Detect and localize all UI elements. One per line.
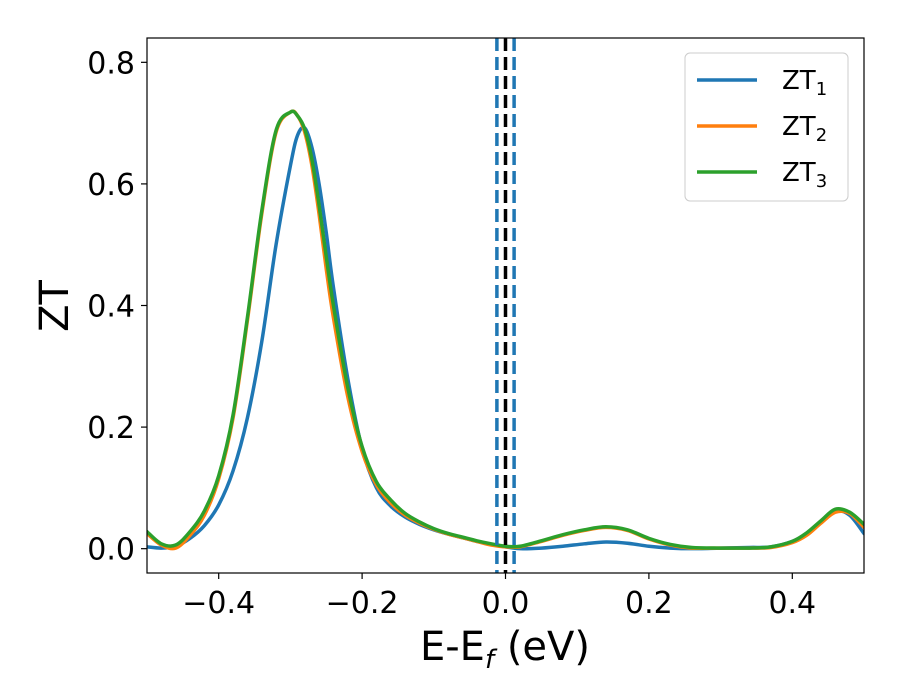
series-layer <box>147 109 864 551</box>
x-tick-label: −0.4 <box>182 586 255 621</box>
legend-label-2: ZT2 <box>782 112 827 146</box>
series-line-3 <box>147 109 864 550</box>
reference-lines <box>495 38 516 573</box>
legend-label-3: ZT3 <box>782 158 827 192</box>
x-axis-label-suffix: (eV) <box>494 624 590 670</box>
y-tick-label: 0.4 <box>87 290 135 325</box>
x-tick-label: −0.2 <box>326 586 399 621</box>
x-tick-label: 0.4 <box>768 586 816 621</box>
legend-label-1: ZT1 <box>782 66 827 100</box>
x-tick-label: 0.0 <box>482 586 530 621</box>
y-tick-label: 0.0 <box>87 533 135 568</box>
x-axis-label-base: E-E <box>420 624 485 670</box>
x-axis-ticks: −0.4 −0.2 0.0 0.2 0.4 <box>182 573 816 621</box>
y-tick-label: 0.2 <box>87 411 135 446</box>
y-tick-label: 0.8 <box>87 46 135 81</box>
x-tick-label: 0.2 <box>625 586 673 621</box>
y-axis-label: ZT <box>32 280 78 332</box>
y-axis-ticks: 0.0 0.2 0.4 0.6 0.8 <box>87 46 147 568</box>
legend-box <box>684 52 849 202</box>
legend: ZT1 ZT2 ZT3 <box>684 52 849 202</box>
y-tick-label: 0.6 <box>87 168 135 203</box>
x-axis-label: E-Ef (eV) <box>420 624 590 675</box>
